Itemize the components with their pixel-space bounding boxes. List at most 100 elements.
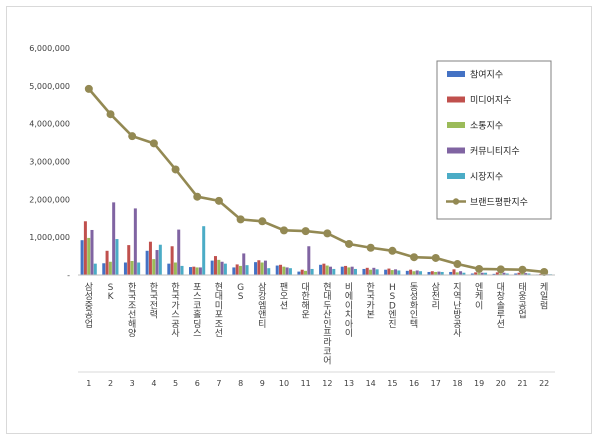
- bar: [288, 268, 292, 275]
- bar: [242, 253, 246, 275]
- bar: [115, 239, 119, 275]
- x-index-label: 16: [409, 379, 419, 388]
- bar: [297, 271, 301, 275]
- bar: [437, 271, 441, 275]
- bar: [440, 271, 444, 275]
- legend-label: 참여지수: [470, 69, 503, 81]
- legend-swatch: [447, 122, 465, 128]
- legend-label: 시장지수: [470, 172, 503, 183]
- bar: [210, 260, 214, 275]
- bar: [449, 271, 453, 275]
- line-point: [496, 265, 505, 274]
- bar: [322, 263, 326, 275]
- bar: [145, 250, 149, 275]
- x-index-label: 2: [108, 379, 113, 388]
- bar: [409, 269, 413, 275]
- bar: [220, 261, 224, 275]
- bar: [173, 262, 177, 275]
- line-point: [214, 196, 223, 205]
- bar: [127, 245, 131, 275]
- bar: [492, 273, 496, 275]
- bar: [310, 268, 314, 275]
- bar: [353, 268, 357, 275]
- bar: [304, 270, 308, 275]
- bar: [90, 229, 94, 275]
- line-point: [236, 215, 245, 224]
- x-index-label: 18: [452, 379, 462, 388]
- x-index-label: 20: [496, 379, 506, 388]
- x-index-label: 14: [366, 379, 376, 388]
- legend-label: 소통지수: [470, 121, 503, 132]
- y-tick-label: 5,000,000: [29, 82, 70, 91]
- bar: [325, 265, 329, 275]
- bar: [328, 266, 332, 275]
- bar: [87, 237, 91, 275]
- bar: [455, 272, 459, 275]
- line-point: [84, 84, 93, 93]
- bar: [375, 269, 379, 275]
- bar: [130, 261, 134, 275]
- bar: [307, 246, 311, 275]
- line-path: [87, 88, 545, 274]
- bar: [344, 265, 348, 275]
- x-index-label: 5: [173, 379, 178, 388]
- bar: [300, 269, 304, 275]
- bar: [198, 267, 202, 275]
- bar: [170, 246, 174, 275]
- bar: [275, 265, 279, 275]
- x-index-label: 15: [387, 379, 397, 388]
- line-point: [475, 264, 484, 273]
- bar-series: [80, 202, 553, 275]
- bar: [412, 271, 416, 275]
- bar: [470, 273, 474, 275]
- x-index-label: 6: [195, 379, 200, 388]
- bar: [394, 269, 398, 275]
- line-point: [453, 260, 462, 269]
- y-tick-label: 6,000,000: [29, 44, 70, 53]
- bar: [102, 263, 106, 275]
- bar: [245, 265, 249, 275]
- bar: [462, 272, 466, 275]
- bar: [419, 271, 423, 275]
- x-index-label: 10: [279, 379, 289, 388]
- bar: [477, 273, 481, 275]
- line-point: [301, 227, 310, 236]
- legend-swatch: [447, 71, 465, 77]
- bar: [524, 273, 528, 275]
- line-point: [345, 239, 354, 248]
- bar: [505, 273, 509, 275]
- bar: [202, 226, 206, 275]
- bar: [189, 267, 192, 275]
- bar: [155, 250, 159, 275]
- line-point: [106, 110, 115, 119]
- x-index-label: 13: [344, 379, 354, 388]
- x-index-label: 4: [151, 379, 156, 388]
- line-point: [431, 253, 440, 262]
- bar: [213, 256, 217, 275]
- bar: [350, 266, 354, 275]
- x-index-label: 11: [301, 379, 311, 388]
- line-point: [171, 165, 180, 174]
- line-point: [258, 217, 267, 226]
- bar: [340, 266, 344, 275]
- bar: [257, 260, 261, 275]
- bar: [195, 267, 199, 275]
- bar: [137, 262, 141, 275]
- line-point: [388, 246, 397, 255]
- x-index-label: 9: [260, 379, 265, 388]
- y-tick-label: 1,000,000: [29, 233, 70, 242]
- bar: [365, 267, 369, 275]
- bar: [167, 263, 171, 275]
- legend-box: [436, 60, 552, 220]
- bar: [384, 269, 388, 275]
- y-tick-label: 4,000,000: [29, 120, 70, 129]
- bar: [480, 272, 484, 275]
- bar: [520, 273, 524, 275]
- bar: [332, 268, 336, 275]
- bar: [254, 262, 258, 275]
